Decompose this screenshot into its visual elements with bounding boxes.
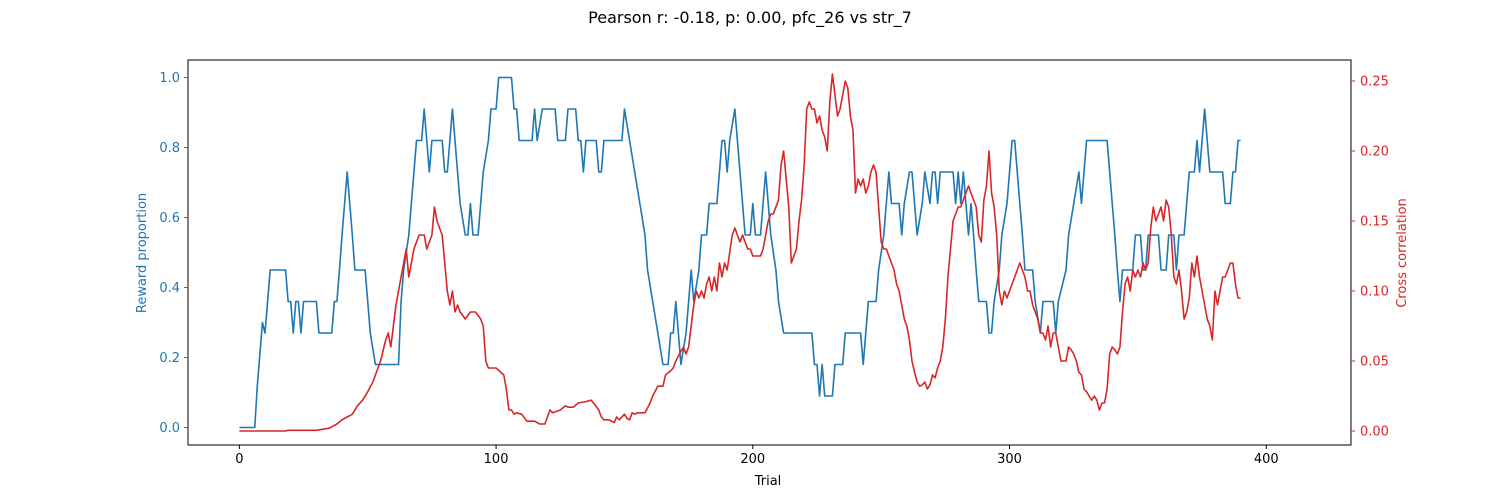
- y-left-tick-label: 1.0: [159, 71, 180, 86]
- y-right-tick-label: 0.10: [1360, 285, 1389, 300]
- x-tick-label: 0: [235, 452, 243, 467]
- y-left-tick-label: 0.6: [159, 211, 180, 226]
- chart-title: Pearson r: -0.18, p: 0.00, pfc_26 vs str…: [588, 8, 912, 28]
- plot-background: [188, 60, 1351, 445]
- x-axis-label: Trial: [754, 474, 782, 489]
- y-right-tick-label: 0.15: [1360, 215, 1389, 230]
- x-tick-label: 300: [997, 452, 1022, 467]
- x-tick-label: 400: [1254, 452, 1279, 467]
- cross-correlation-line: [239, 73, 1241, 432]
- y-axis-label-left: Reward proportion: [135, 193, 150, 313]
- plot-frame: [187, 59, 1352, 446]
- y-right-tick-label: 0.25: [1360, 75, 1389, 90]
- y-right-tick-label: 0.20: [1360, 145, 1389, 160]
- series-layer: [239, 73, 1241, 432]
- x-tick-label: 100: [484, 452, 509, 467]
- y-left-tick-label: 0.0: [159, 421, 180, 436]
- y-left-tick-label: 0.8: [159, 141, 180, 156]
- y-left-tick-label: 0.2: [159, 351, 180, 366]
- axes-layer: 0 100 200 300 400 0.0 0.2 0.4 0.6 0.8 1.0 0.00 0.05 0…: [159, 59, 1389, 467]
- y-axis-label-right: Cross correlation: [1395, 198, 1410, 308]
- reward-proportion-line: [239, 76, 1241, 429]
- y-left-tick-label: 0.4: [159, 281, 180, 296]
- x-tick-label: 200: [740, 452, 765, 467]
- y-right-tick-label: 0.00: [1360, 425, 1389, 440]
- y-right-tick-label: 0.05: [1360, 355, 1389, 370]
- plot-area: [188, 60, 1351, 445]
